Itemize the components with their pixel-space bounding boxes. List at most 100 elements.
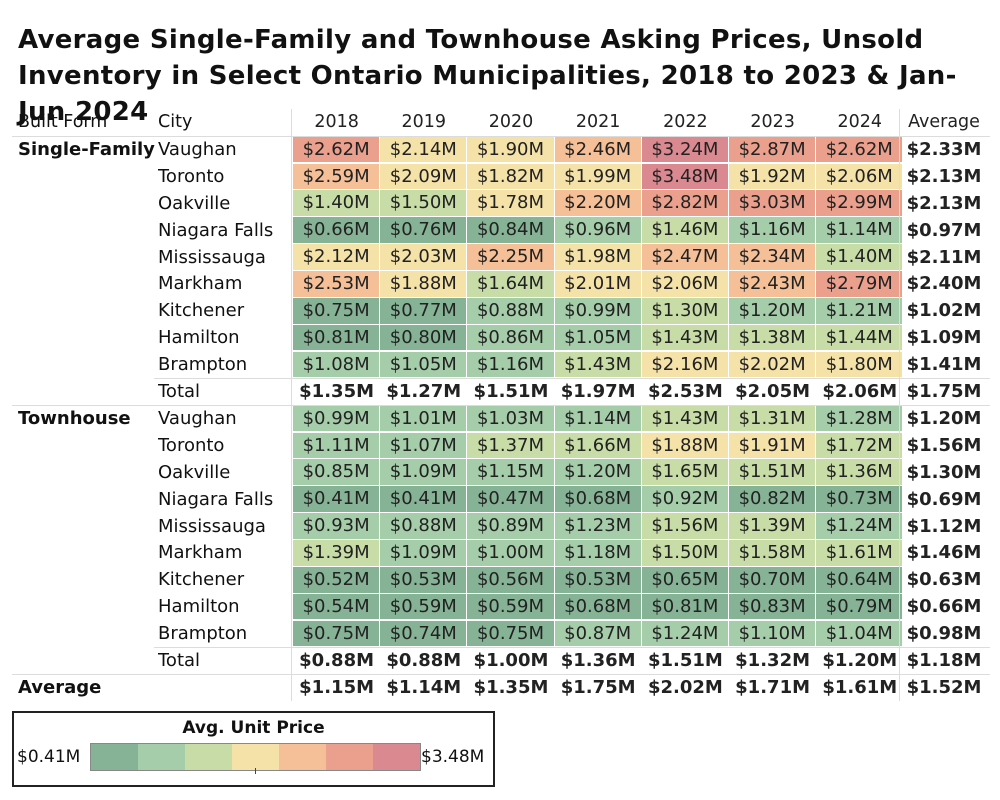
heatmap-cell: $1.07M	[380, 432, 467, 458]
heatmap-cell: $1.51M	[729, 459, 816, 485]
legend-title: Avg. Unit Price	[182, 718, 325, 738]
grand-average-cell: $1.35M	[473, 676, 549, 698]
header-year: 2019	[401, 112, 447, 132]
heatmap-cell: $0.88M	[380, 513, 467, 539]
heatmap-cell: $0.96M	[554, 217, 641, 243]
city-label: Vaughan	[158, 407, 237, 429]
heatmap-cell: $0.64M	[816, 567, 903, 593]
total-cell: $1.32M	[735, 650, 811, 671]
heatmap-cell: $1.78M	[467, 190, 554, 216]
heatmap-cell: $0.52M	[293, 567, 380, 593]
row-average: $0.69M	[906, 488, 982, 510]
heatmap-cell: $1.21M	[816, 298, 903, 324]
heatmap-cell: $1.36M	[816, 459, 903, 485]
row-average: $0.98M	[906, 623, 982, 645]
heatmap-cell: $0.56M	[467, 567, 554, 593]
heatmap-cell: $2.87M	[729, 136, 816, 163]
heatmap-cell: $1.61M	[816, 540, 903, 566]
heatmap-cell: $2.06M	[641, 271, 728, 297]
total-cell: $0.88M	[386, 650, 462, 671]
heatmap-cell: $1.30M	[641, 298, 728, 324]
legend-swatch	[232, 744, 279, 770]
grand-average-cell: $1.14M	[386, 676, 462, 698]
heatmap-cell: $2.99M	[816, 190, 903, 216]
header-year: 2023	[750, 112, 795, 132]
row-average: $1.02M	[906, 300, 982, 322]
city-label: Oakville	[158, 192, 231, 214]
heatmap-cell: $1.44M	[816, 324, 903, 351]
row-average: $0.66M	[906, 596, 982, 618]
heatmap-cell: $1.24M	[816, 513, 903, 539]
heatmap-cell: $1.91M	[729, 432, 816, 458]
average-column-border	[899, 109, 900, 701]
total-cell: $2.53M	[647, 381, 723, 402]
heatmap-cell: $1.14M	[816, 217, 903, 243]
total-row-divider	[154, 378, 990, 379]
heatmap-cell: $0.81M	[293, 324, 380, 351]
heatmap-cell: $0.84M	[467, 217, 554, 243]
header-year: 2024	[837, 112, 883, 132]
heatmap-cell: $2.01M	[554, 271, 641, 297]
heatmap-cell: $2.03M	[380, 244, 467, 270]
heatmap-cell: $2.34M	[729, 244, 816, 270]
heatmap-cell: $1.24M	[641, 620, 728, 647]
grand-average-cell: $1.61M	[822, 676, 898, 698]
total-cell: $1.00M	[473, 650, 549, 671]
total-cell: $1.51M	[473, 381, 549, 402]
heatmap-cell: $1.92M	[729, 163, 816, 189]
heatmap-cell: $1.20M	[554, 459, 641, 485]
heatmap-cell: $1.11M	[293, 432, 380, 458]
legend-swatch	[373, 744, 420, 770]
heatmap-cell: $2.12M	[293, 244, 380, 270]
heatmap-cell: $1.43M	[641, 405, 728, 432]
heatmap-cell: $0.76M	[380, 217, 467, 243]
heatmap-cell: $1.66M	[554, 432, 641, 458]
total-cell: $1.35M	[299, 381, 375, 402]
heatmap-cell: $1.39M	[293, 540, 380, 566]
chart-title: Average Single-Family and Townhouse Aski…	[18, 25, 957, 127]
row-average: $1.56M	[906, 434, 982, 456]
header-year: 2018	[314, 112, 359, 132]
legend-min-label: $0.41M	[17, 747, 81, 767]
heatmap-cell: $1.09M	[380, 540, 467, 566]
grand-average-label: Average	[18, 676, 102, 698]
heatmap-cell: $0.89M	[467, 513, 554, 539]
city-label: Toronto	[158, 165, 225, 187]
heatmap-cell: $0.68M	[554, 486, 641, 512]
row-average: $1.30M	[906, 461, 982, 483]
heatmap-cell: $0.75M	[293, 298, 380, 324]
total-label: Total	[158, 650, 201, 671]
total-average: $1.75M	[906, 381, 982, 402]
heatmap-cell: $1.80M	[816, 351, 903, 378]
heatmap-cell: $2.59M	[293, 163, 380, 189]
total-cell: $1.36M	[560, 650, 636, 671]
legend-max-label: $3.48M	[421, 747, 485, 767]
row-average: $1.46M	[906, 542, 982, 564]
grand-average-total: $1.52M	[906, 676, 982, 698]
total-cell: $1.27M	[386, 381, 462, 402]
heatmap-cell: $0.79M	[816, 593, 903, 620]
heatmap-cell: $1.46M	[641, 217, 728, 243]
grand-average-cell: $1.71M	[735, 676, 811, 698]
row-average: $2.40M	[906, 273, 982, 295]
row-average: $0.97M	[906, 219, 982, 241]
group-divider	[12, 673, 990, 675]
heatmap-cell: $1.90M	[467, 136, 554, 163]
heatmap-cell: $0.68M	[554, 593, 641, 620]
heatmap-cell: $1.39M	[729, 513, 816, 539]
total-label: Total	[158, 381, 201, 402]
heatmap-cell: $0.75M	[467, 620, 554, 647]
data-left-border	[291, 109, 292, 701]
heatmap-cell: $2.16M	[641, 351, 728, 378]
heatmap-cell: $0.54M	[293, 593, 380, 620]
heatmap-cell: $1.38M	[729, 324, 816, 351]
heatmap-cell: $1.40M	[293, 190, 380, 216]
city-label: Hamilton	[158, 327, 240, 349]
city-label: Kitchener	[158, 569, 245, 591]
row-average: $1.41M	[906, 354, 982, 376]
header-year: 2020	[488, 112, 534, 132]
heatmap-cell: $2.09M	[380, 163, 467, 189]
row-average: $1.20M	[906, 407, 982, 429]
row-average: $2.13M	[906, 165, 982, 187]
heatmap-cell: $0.74M	[380, 620, 467, 647]
